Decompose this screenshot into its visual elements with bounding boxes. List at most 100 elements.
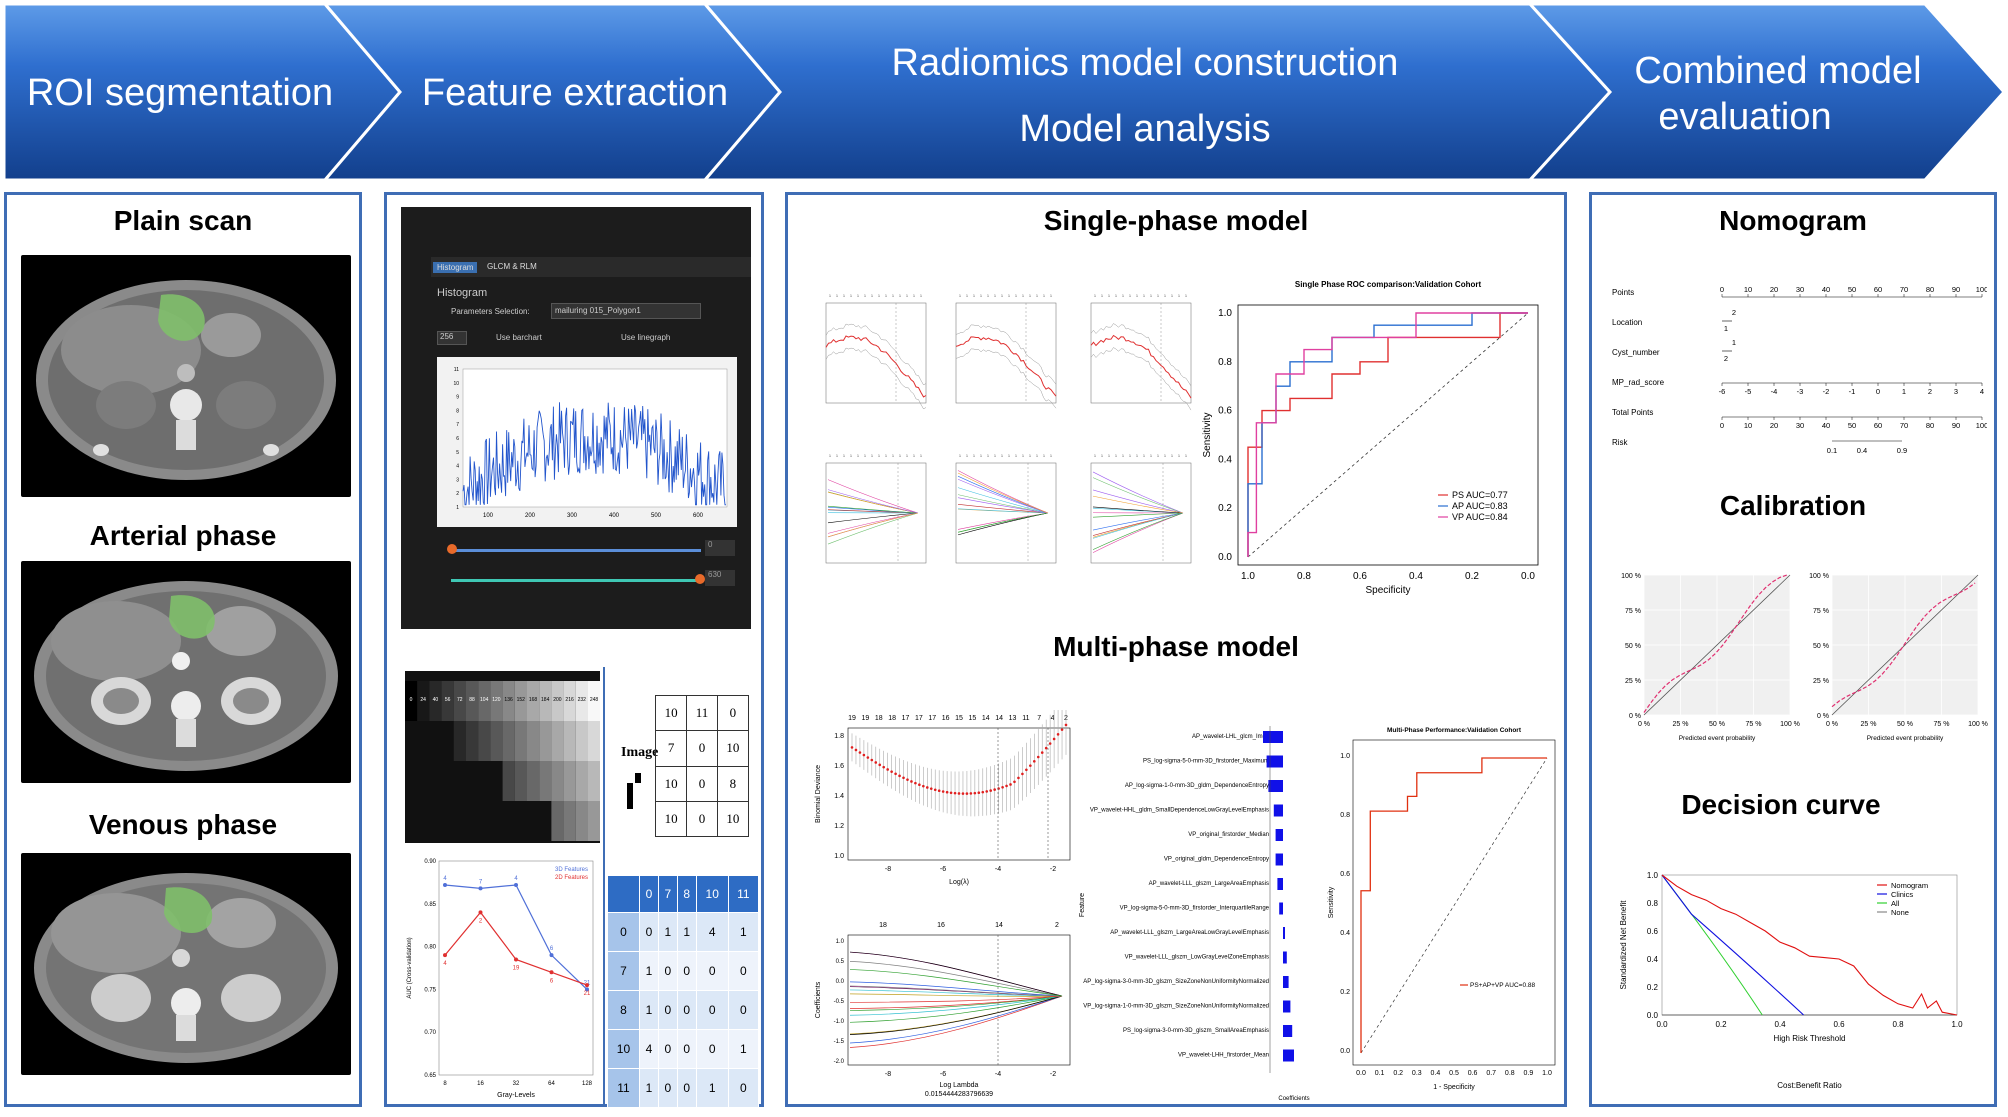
nomo-total-tick-label: 30 <box>1796 421 1804 430</box>
thumb-top-tick: 1 <box>850 454 852 458</box>
glcm-cell: 10 <box>607 1029 640 1069</box>
glcm-cell: 0 <box>676 1068 697 1108</box>
slider-2-value: 630 <box>705 570 735 586</box>
dca-sublabel: Cost:Benefit Ratio <box>1777 1081 1842 1090</box>
thumb-top-tick: 1 <box>980 454 982 458</box>
glcm-cell: 7 <box>607 951 640 991</box>
roc-multi-ytick: 0.4 <box>1340 930 1350 937</box>
step-arrow-4 <box>1526 2 2007 182</box>
lasso-top-tick: 19 <box>861 715 869 722</box>
cal-ytick: 75 % <box>1625 608 1641 615</box>
series-3d-label: 4 <box>443 876 447 882</box>
thumb-top-tick: 1 <box>1094 294 1096 298</box>
cal-ytick: 0 % <box>1817 713 1829 720</box>
banner-arrows <box>2 2 2007 182</box>
line-ytick: 0.70 <box>424 1030 436 1036</box>
lasso-top-tick: 14 <box>995 715 1003 722</box>
roc-legend-entry: AP AUC=0.83 <box>1452 501 1508 511</box>
glcm-header-cell: 10 <box>695 875 729 913</box>
thumb-coef-path <box>957 503 1049 514</box>
feature-bar <box>1266 755 1283 768</box>
slider-1[interactable] <box>451 549 701 552</box>
lasso-point <box>973 791 977 795</box>
roc-ytick: 0.8 <box>1218 357 1232 368</box>
gray-level-label: 168 <box>529 697 538 703</box>
slider-1-handle[interactable] <box>447 544 457 554</box>
tab-histogram[interactable]: Histogram <box>433 262 478 273</box>
feature-bar <box>1283 1049 1294 1062</box>
thumb-coef-path <box>827 479 919 514</box>
nomo-points-tick-label: 30 <box>1796 285 1804 294</box>
thumb-top-tick: 1 <box>885 454 887 458</box>
thumb-top-tick: 1 <box>885 294 887 298</box>
feature-bar <box>1277 878 1283 890</box>
tab-glcm[interactable]: GLCM & RLM <box>487 262 537 271</box>
nomo-score-tick-label: -4 <box>1771 387 1778 396</box>
nomo-points-tick-label: 0 <box>1720 285 1724 294</box>
slider-2[interactable] <box>451 579 701 582</box>
lasso-point <box>1029 764 1032 767</box>
coef-ytick: 0.0 <box>836 979 845 985</box>
glcm-cell: 1 <box>638 990 659 1030</box>
lasso-point <box>914 781 917 785</box>
cal-ytick: 100 % <box>1621 573 1641 580</box>
roc-multi-plot-area <box>1352 739 1556 1066</box>
param-select[interactable]: mailuring 015_Polygon1 <box>551 303 701 319</box>
feature-label: VP_log-sigma-1-0-mm-3D_glszm_SizeZoneNon… <box>1083 1004 1269 1010</box>
feature-label: VP_original_gldm_DependenceEntropy <box>1164 857 1269 863</box>
cal-xtick: 100 % <box>1968 721 1988 728</box>
lasso-point <box>989 789 993 792</box>
gray-level-image: 0 24 40 56 72 88 104 120 136 152 168 184 200 216 232 24… <box>405 671 601 843</box>
slider-2-handle[interactable] <box>695 574 705 584</box>
nomo-total-tick-label: 60 <box>1874 421 1882 430</box>
thumb-top-tick: 1 <box>1108 294 1110 298</box>
opt-linegraph[interactable]: Use linegraph <box>621 333 671 342</box>
lasso-point <box>981 790 985 794</box>
roc-ytick: 0.2 <box>1218 503 1232 514</box>
cal-ytick: 0 % <box>1629 713 1641 720</box>
gray-cell <box>514 681 527 721</box>
feature-label: AP_wavelet-LHL_glcm_Imc1 <box>1192 734 1270 740</box>
thumb-coef-path <box>957 512 1049 533</box>
coef-ytick: -2.0 <box>834 1059 845 1065</box>
title-single-phase: Single-phase model <box>1043 205 1309 236</box>
thumb-top-tick: 1 <box>1001 294 1003 298</box>
dca-legend-entry: None <box>1891 908 1909 917</box>
roc-multi-ytick: 0.2 <box>1340 989 1350 996</box>
gray-cell <box>551 681 564 721</box>
gray-cell <box>563 721 576 761</box>
bins-input[interactable]: 256 <box>437 331 467 345</box>
thumb-top-tick: 1 <box>1136 454 1138 458</box>
glcm-cell: 0 <box>657 1068 678 1108</box>
matrix-cell: 8 <box>716 765 750 802</box>
opt-barchart[interactable]: Use barchart <box>496 333 542 342</box>
lasso-deviance-multi: 1919181817171716151514141311742-8-6-4-21… <box>808 710 1078 890</box>
glcm-cell: 0 <box>657 1029 678 1069</box>
glcm-cell: 0 <box>727 1068 760 1108</box>
lasso-point <box>969 792 973 795</box>
nomo-points-tick-label: 50 <box>1848 285 1856 294</box>
roc-multi-xtick: 0.8 <box>1505 1070 1515 1077</box>
gray-cell <box>514 761 527 801</box>
thumb-top-tick: 1 <box>1122 454 1124 458</box>
coef-path <box>849 995 1063 1016</box>
thumb-top-tick: 1 <box>966 294 968 298</box>
hist-ytick: 5 <box>456 450 459 456</box>
matrix-cell: 0 <box>716 694 750 732</box>
roc-xtick: 0.8 <box>1297 571 1311 582</box>
gray-cell <box>478 681 491 721</box>
gray-cell <box>575 721 588 761</box>
thumb-top-tick: 1 <box>1115 454 1117 458</box>
nomo-score-tick-label: 0 <box>1876 387 1880 396</box>
thumb-top-tick: 1 <box>899 454 901 458</box>
coef-sublabel: 0.0154444283796639 <box>925 1091 993 1098</box>
gray-level-label: 0 <box>410 697 413 703</box>
nomogram-row-label: MP_rad_score <box>1612 378 1665 387</box>
lasso-point <box>858 751 862 754</box>
gray-cell <box>588 761 601 801</box>
lasso-point <box>862 753 866 757</box>
glcm-cell: 1 <box>638 951 659 991</box>
lasso-point <box>1060 728 1064 731</box>
thumb-top-tick: 1 <box>1001 454 1003 458</box>
